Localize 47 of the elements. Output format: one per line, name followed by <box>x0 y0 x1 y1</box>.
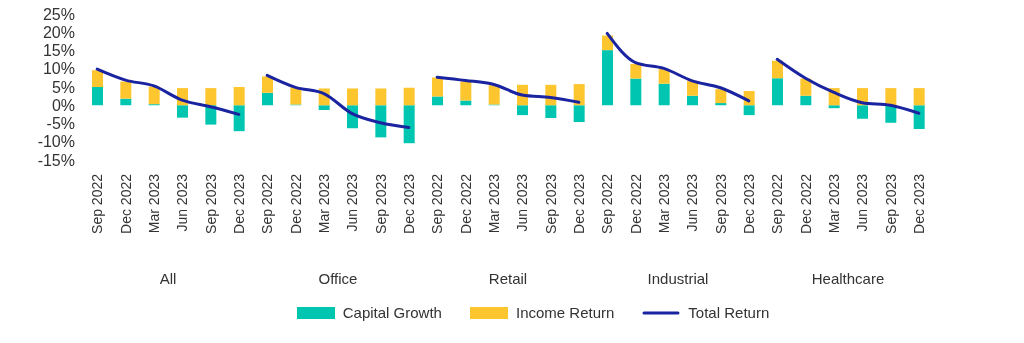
y-tick-label: -5% <box>46 115 75 133</box>
x-axis-title: Retail <box>488 270 528 287</box>
x-tick-label: Sep 2023 <box>542 173 559 234</box>
y-tick-label: -10% <box>37 133 75 151</box>
x-tick-label: Dec 2023 <box>740 173 757 234</box>
x-axis-title: Industrial <box>647 270 709 287</box>
x-tick-label: Jun 2023 <box>344 173 361 232</box>
x-tick-label: Mar 2023 <box>655 173 672 234</box>
y-tick-label: 20% <box>42 23 75 41</box>
x-tick-label: Sep 2023 <box>712 173 729 234</box>
x-tick-label: Jun 2023 <box>684 173 701 232</box>
y-tick-label: 25% <box>42 5 75 23</box>
x-tick-label: Dec 2022 <box>287 173 304 234</box>
x-tick-label: Dec 2022 <box>457 173 474 234</box>
legend-label: Total Return <box>688 304 770 321</box>
x-tick-label: Dec 2023 <box>230 173 247 234</box>
x-tick-label: Mar 2023 <box>825 173 842 234</box>
x-tick-label: Dec 2022 <box>797 173 814 234</box>
y-tick-label: 10% <box>42 60 75 78</box>
legend-label: Capital Growth <box>342 304 442 321</box>
x-tick-label: Dec 2022 <box>117 173 134 234</box>
y-tick-label: 0% <box>51 96 75 114</box>
legend-label: Income Return <box>515 304 615 321</box>
x-tick-label: Sep 2023 <box>882 173 899 234</box>
x-axis-title: Healthcare <box>811 270 885 287</box>
x-tick-label: Dec 2022 <box>627 173 644 234</box>
y-tick-label: 15% <box>42 42 75 60</box>
x-tick-label: Sep 2022 <box>769 173 786 234</box>
x-tick-label: Sep 2022 <box>429 173 446 234</box>
x-tick-label: Sep 2023 <box>372 173 389 234</box>
x-tick-label: Jun 2023 <box>174 173 191 232</box>
x-tick-label: Jun 2023 <box>854 173 871 232</box>
x-tick-label: Sep 2023 <box>202 173 219 234</box>
y-tick-label: 5% <box>51 78 75 96</box>
x-tick-label: Dec 2023 <box>910 173 927 234</box>
x-axis-title: Office <box>318 270 358 287</box>
y-tick-label: -15% <box>37 151 75 169</box>
x-tick-label: Mar 2023 <box>485 173 502 234</box>
x-tick-label: Sep 2022 <box>259 173 276 234</box>
x-tick-label: Jun 2023 <box>514 173 531 232</box>
x-tick-label: Dec 2023 <box>400 173 417 234</box>
x-tick-label: Sep 2022 <box>89 173 106 234</box>
x-tick-label: Dec 2023 <box>570 173 587 234</box>
x-tick-label: Sep 2022 <box>599 173 616 234</box>
x-axis-title: All <box>159 270 177 287</box>
x-tick-label: Mar 2023 <box>315 173 332 234</box>
x-tick-label: Mar 2023 <box>145 173 162 234</box>
